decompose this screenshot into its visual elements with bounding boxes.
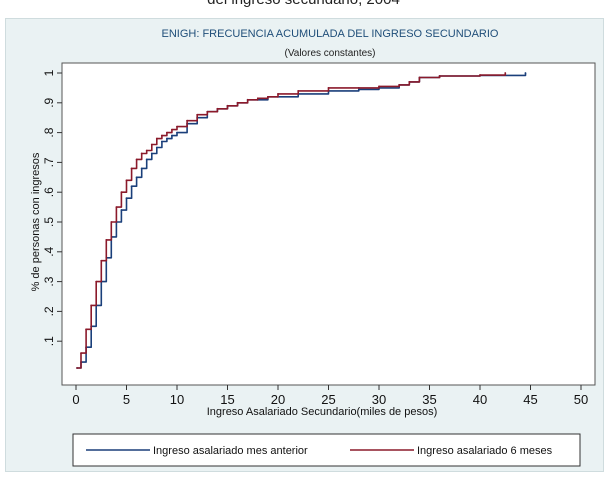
y-tick-label: .1 [42, 336, 56, 346]
x-tick-label: 15 [220, 392, 234, 407]
data-point [247, 99, 249, 101]
data-point [439, 75, 441, 77]
legend-label-6-meses: Ingreso asalariado 6 meses [417, 445, 553, 457]
x-tick-label: 30 [372, 392, 386, 407]
data-point [141, 153, 143, 155]
data-point [398, 84, 400, 86]
data-point [504, 72, 506, 74]
data-point [105, 239, 107, 241]
data-point [161, 141, 163, 143]
data-point [186, 120, 188, 122]
data-point [156, 138, 158, 140]
data-point [378, 86, 380, 88]
chart-subtitle: (Valores constantes) [285, 48, 376, 59]
data-point [358, 87, 360, 89]
data-point [116, 206, 118, 208]
y-tick-label: .6 [42, 187, 56, 197]
data-point [166, 138, 168, 140]
data-point [419, 77, 421, 79]
data-point [95, 281, 97, 283]
y-tick-label: 1 [42, 69, 56, 76]
data-point [146, 150, 148, 152]
data-point [156, 147, 158, 149]
legend-label-mes-anterior: Ingreso asalariado mes anterior [153, 445, 308, 457]
x-tick-label: 0 [72, 392, 79, 407]
data-point [166, 132, 168, 134]
data-point [328, 87, 330, 89]
data-point [146, 159, 148, 161]
data-point [126, 179, 128, 181]
y-tick-label: .3 [42, 276, 56, 286]
data-point [227, 105, 229, 107]
data-point [151, 153, 153, 155]
data-point [237, 102, 239, 104]
x-tick-label: 50 [574, 392, 588, 407]
data-point [277, 93, 279, 95]
data-point [136, 159, 138, 161]
data-point [151, 144, 153, 146]
data-point [131, 185, 133, 187]
x-tick-label: 10 [170, 392, 184, 407]
data-point [525, 72, 527, 74]
data-point [297, 90, 299, 92]
data-point [90, 305, 92, 307]
data-point [161, 135, 163, 137]
y-tick-label: .5 [42, 217, 56, 227]
data-point [196, 114, 198, 116]
data-point [80, 352, 82, 354]
data-point [121, 209, 123, 211]
x-axis: 0 5 10 15 20 25 30 35 40 45 50 [72, 385, 588, 407]
data-point [121, 191, 123, 193]
data-point [131, 167, 133, 169]
data-point [126, 197, 128, 199]
data-point [267, 96, 269, 98]
data-point [110, 221, 112, 223]
legend: Ingreso asalariado mes anterior Ingreso … [73, 434, 580, 466]
data-point [257, 97, 259, 99]
plot-area [62, 63, 595, 385]
data-point [171, 129, 173, 131]
x-tick-label: 45 [523, 392, 537, 407]
y-tick-label: .9 [42, 97, 56, 107]
chart-title: ENIGH: FRECUENCIA ACUMULADA DEL INGRESO … [162, 28, 499, 40]
data-point [217, 108, 219, 110]
y-axis: .1 .2 .3 .4 .5 .6 .7 .8 .9 1 [42, 69, 62, 346]
x-tick-label: 20 [271, 392, 285, 407]
data-point [136, 176, 138, 178]
y-tick-label: .8 [42, 127, 56, 137]
x-tick-label: 40 [473, 392, 487, 407]
data-point [100, 260, 102, 262]
data-point [206, 111, 208, 113]
y-tick-label: .7 [42, 157, 56, 167]
x-tick-label: 25 [321, 392, 335, 407]
x-axis-label: Ingreso Asalariado Secundario(miles de p… [207, 406, 438, 418]
data-point [408, 81, 410, 83]
data-point [85, 328, 87, 330]
x-tick-label: 35 [422, 392, 436, 407]
data-point [171, 135, 173, 137]
y-axis-label: % de personas con ingresos [30, 152, 42, 291]
data-point [141, 167, 143, 169]
data-point [176, 132, 178, 134]
data-point [176, 126, 178, 128]
data-point [76, 367, 78, 369]
data-point [479, 74, 481, 76]
y-tick-label: .2 [42, 306, 56, 316]
x-tick-label: 5 [123, 392, 130, 407]
y-tick-label: .4 [42, 246, 56, 256]
